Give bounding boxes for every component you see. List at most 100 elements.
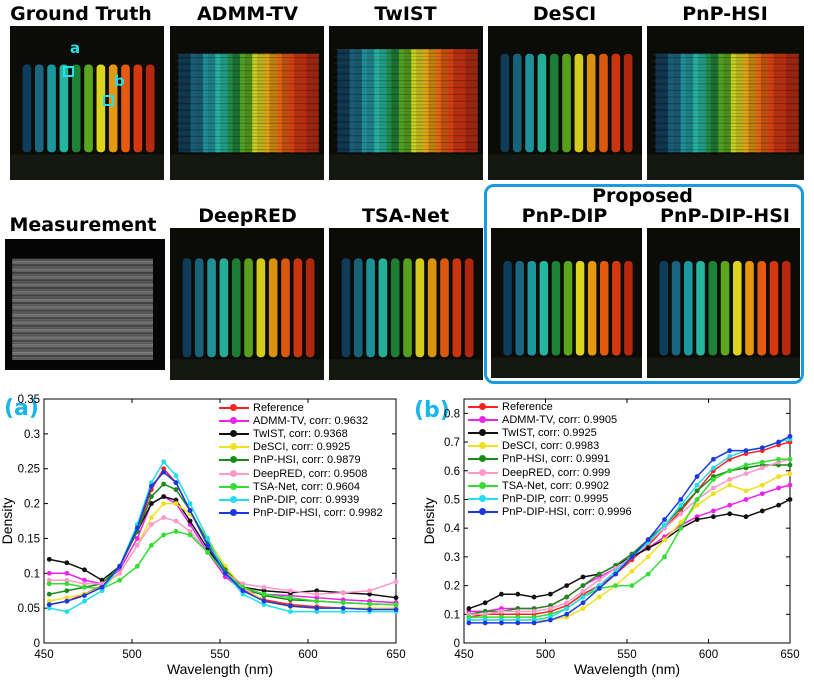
legend-label: TwIST, corr: 0.9368 xyxy=(253,427,348,440)
legend-entry: Reference xyxy=(219,401,383,414)
stripe-bar xyxy=(600,261,609,356)
noise-line xyxy=(174,60,321,62)
noise-line xyxy=(174,96,321,98)
title-twist: TwIST xyxy=(374,3,437,25)
data-point xyxy=(727,468,733,474)
stripe-bar xyxy=(341,258,351,358)
data-point xyxy=(743,514,749,520)
data-point xyxy=(187,532,193,538)
data-point xyxy=(776,456,781,462)
noise-line xyxy=(651,99,801,101)
image-deepred xyxy=(170,228,324,380)
legend-entry: TSA-Net, corr: 0.9902 xyxy=(468,479,632,492)
data-point xyxy=(240,588,246,594)
data-point xyxy=(596,571,602,577)
data-point xyxy=(727,448,733,454)
data-point xyxy=(776,485,781,491)
noise-line xyxy=(174,148,321,151)
data-point xyxy=(678,497,684,502)
plot-b-legend: Reference ADMM-TV, corr: 0.9905 TwIST, cor… xyxy=(468,400,632,519)
noise-line xyxy=(333,148,480,151)
data-point xyxy=(580,606,586,611)
data-point xyxy=(515,620,521,626)
data-point xyxy=(64,588,70,594)
noise-line xyxy=(333,80,480,82)
noise-line xyxy=(333,55,480,58)
data-point xyxy=(64,560,70,566)
data-point xyxy=(205,536,211,541)
noise-line xyxy=(651,76,801,78)
data-point xyxy=(710,491,716,497)
image-ground-truth xyxy=(10,26,164,180)
plot-b-letter: (b) xyxy=(414,398,450,423)
measurement-row xyxy=(12,263,154,267)
data-point xyxy=(46,602,52,608)
x-axis-label: Wavelength (nm) xyxy=(167,661,273,677)
measurement-row xyxy=(12,331,154,335)
measurement-row xyxy=(12,334,154,338)
data-point xyxy=(787,456,793,462)
measurement-row xyxy=(12,329,154,333)
legend-swatch xyxy=(219,416,249,426)
noise-line xyxy=(651,122,801,124)
legend-swatch xyxy=(468,428,498,438)
noise-line xyxy=(651,80,801,82)
noise-line xyxy=(333,97,480,99)
measurement-row xyxy=(12,273,154,277)
data-point xyxy=(710,465,716,471)
stripe-bar xyxy=(624,261,633,356)
noise-line xyxy=(174,132,321,134)
stripe-bar xyxy=(611,53,621,153)
noise-line xyxy=(333,107,480,109)
stripes-pnp-dip-hsi xyxy=(647,261,800,378)
y-tick-label: 0.1 xyxy=(24,568,40,580)
data-point xyxy=(629,554,635,560)
data-point xyxy=(187,508,193,513)
data-point xyxy=(222,570,228,576)
data-point xyxy=(173,473,179,479)
measurement-row xyxy=(12,324,154,328)
noise-line xyxy=(333,121,480,123)
legend-swatch xyxy=(468,454,498,464)
measurement-row xyxy=(12,341,154,345)
stripe-bar xyxy=(623,53,633,153)
data-point xyxy=(787,471,793,477)
measurement-row xyxy=(12,298,154,303)
stripe-bar xyxy=(551,261,561,356)
floor xyxy=(329,154,483,180)
noise-line xyxy=(174,80,321,82)
stripe-bar xyxy=(244,258,253,358)
data-point xyxy=(629,568,635,574)
measurement-row xyxy=(12,321,154,325)
legend-entry: ADMM-TV, corr: 0.9632 xyxy=(219,414,383,427)
data-point xyxy=(173,480,179,486)
data-point xyxy=(64,577,70,583)
data-point xyxy=(710,514,716,520)
data-point xyxy=(134,525,140,531)
proposed-highlight-box xyxy=(484,184,804,384)
stripe-bar xyxy=(268,258,278,358)
data-point xyxy=(173,497,179,503)
data-point xyxy=(82,593,87,598)
noise-line xyxy=(174,53,321,55)
data-point xyxy=(161,481,167,487)
noise-line xyxy=(651,89,801,92)
data-point xyxy=(82,567,87,573)
data-point xyxy=(678,525,684,531)
data-point xyxy=(148,494,154,499)
noise-line xyxy=(333,83,480,85)
stripe-bar xyxy=(96,64,106,153)
legend-swatch xyxy=(219,455,249,465)
title-proposed: Proposed xyxy=(592,185,693,207)
legend-label: Reference xyxy=(502,400,553,413)
noise-line xyxy=(333,49,480,51)
stripe-bar xyxy=(415,258,425,358)
noise-line xyxy=(174,119,321,121)
data-point xyxy=(46,598,52,604)
stripe-bar xyxy=(71,64,81,153)
legend-entry: TwIST, corr: 0.9368 xyxy=(219,427,383,440)
stripe-bar xyxy=(256,258,266,358)
data-point xyxy=(743,497,749,502)
stripe-bar xyxy=(231,258,241,358)
image-measurement xyxy=(5,239,165,370)
